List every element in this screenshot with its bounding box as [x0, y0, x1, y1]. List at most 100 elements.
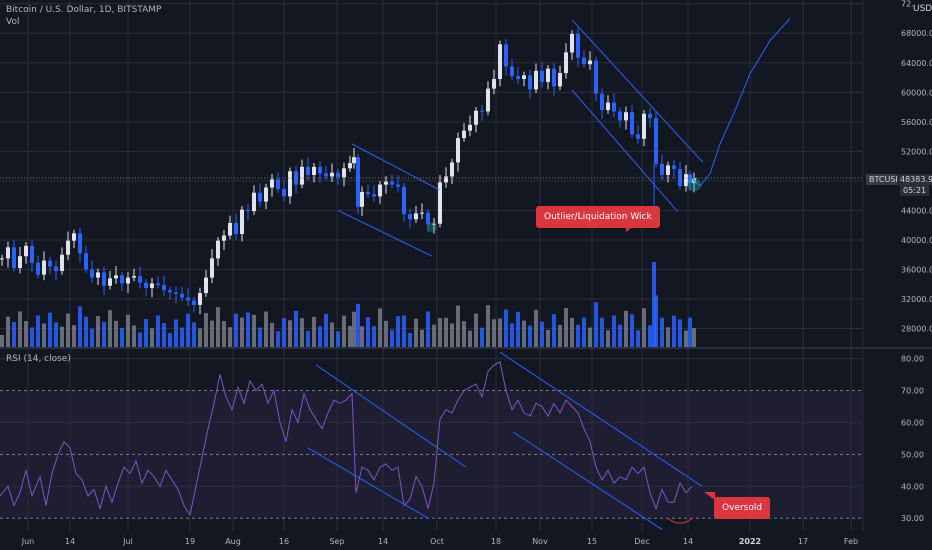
wick-annotation-tail [626, 218, 635, 232]
time-tick-label: 17 [798, 537, 808, 546]
volume-bar [126, 314, 130, 347]
candle-body [688, 174, 692, 184]
oversold-annotation[interactable]: Oversold [714, 497, 771, 519]
channel-2-lower [571, 89, 679, 213]
time-tick-label: 14 [65, 537, 75, 546]
volume-bar [498, 318, 502, 347]
volume-bar [450, 323, 454, 347]
volume-bar [36, 315, 40, 347]
candle-body [366, 191, 370, 195]
volume-bar [252, 314, 256, 347]
candle-body [48, 260, 52, 267]
rsi-line [0, 361, 693, 517]
volume-bar [666, 327, 670, 347]
volume-bar [396, 316, 400, 347]
last-price-tag: 48383.94 [897, 174, 932, 185]
time-tick-label: Aug [225, 537, 241, 546]
candle-body [246, 209, 250, 212]
candle-body [30, 245, 34, 263]
volume-bar [156, 315, 160, 347]
volume-bar [162, 323, 166, 347]
volume-bar [342, 315, 346, 347]
volume-bar [456, 305, 460, 347]
candle-body [510, 66, 514, 77]
volume-bar [12, 322, 16, 347]
candle-body [120, 275, 124, 284]
candle-body [138, 276, 142, 283]
volume-bar [558, 324, 562, 347]
candle-body [318, 166, 322, 174]
candle-body [36, 262, 40, 275]
volume-bar [618, 324, 622, 347]
volume-bar [570, 317, 574, 347]
candle-body [54, 266, 58, 271]
candle-body [180, 293, 184, 298]
time-tick-label: 16 [279, 537, 289, 546]
candle-body [414, 213, 418, 220]
candle-body [352, 157, 356, 164]
volume-bar [504, 309, 508, 347]
volume-bar [624, 310, 628, 347]
candle-body [78, 233, 82, 254]
price-tick-label: 44000.00 [901, 206, 932, 215]
volume-bar [96, 316, 100, 347]
volume-bar [24, 321, 28, 347]
candle-body [132, 276, 136, 278]
volume-bar [270, 322, 274, 347]
volume-bar [210, 320, 214, 347]
candle-body [540, 70, 544, 82]
candle-body [342, 168, 346, 178]
volume-bar [330, 322, 334, 347]
candle-body [444, 176, 448, 183]
current-low-marker [687, 177, 701, 192]
candle-body [66, 240, 70, 255]
volume-bar [528, 325, 532, 347]
volume-bar [84, 316, 88, 347]
volume-bar [692, 328, 696, 347]
volume-bar [150, 328, 154, 347]
candle-body [678, 169, 682, 187]
candle-body [312, 166, 316, 175]
candle-body [210, 258, 214, 278]
volume-bar [348, 326, 352, 347]
volume-bar [306, 330, 310, 347]
volume-bar [420, 329, 424, 347]
volume-bar [462, 321, 466, 347]
candle-body [270, 179, 274, 188]
rsi-channel-2-lower [512, 431, 663, 530]
channel-2-upper [571, 19, 704, 163]
candle-body [408, 214, 412, 220]
wick-annotation[interactable]: Outlier/Liquidation Wick [536, 206, 660, 228]
candle-body [546, 68, 550, 82]
volume-bar [120, 327, 124, 347]
candle-body [594, 60, 598, 94]
candle-body [642, 113, 646, 139]
volume-bar [228, 327, 232, 347]
candle-body [630, 112, 634, 135]
candle-body [474, 110, 478, 125]
volume-bar [360, 326, 364, 347]
volume-bar [402, 315, 406, 347]
candle-body [12, 247, 16, 269]
candle-body [6, 247, 10, 259]
volume-bar [486, 305, 490, 347]
oversold-annotation-tail [704, 492, 715, 500]
candle-body [186, 297, 190, 301]
candle-body [402, 186, 406, 215]
time-tick-label: 18 [491, 537, 501, 546]
candle-body [126, 277, 130, 284]
candle-body [498, 44, 502, 79]
candle-body [276, 179, 280, 190]
volume-bar [480, 327, 484, 347]
volume-bar [636, 330, 640, 347]
volume-bar [390, 329, 394, 347]
rsi-channel-2-upper [499, 351, 703, 487]
price-tick-label: 56000.00 [901, 118, 932, 127]
volume-bar [660, 317, 664, 347]
price-tick-label: 28000.00 [901, 325, 932, 334]
volume-bar [18, 311, 22, 347]
volume-bar [356, 303, 360, 347]
volume-bar [246, 312, 250, 347]
time-tick-label: 14 [683, 537, 693, 546]
